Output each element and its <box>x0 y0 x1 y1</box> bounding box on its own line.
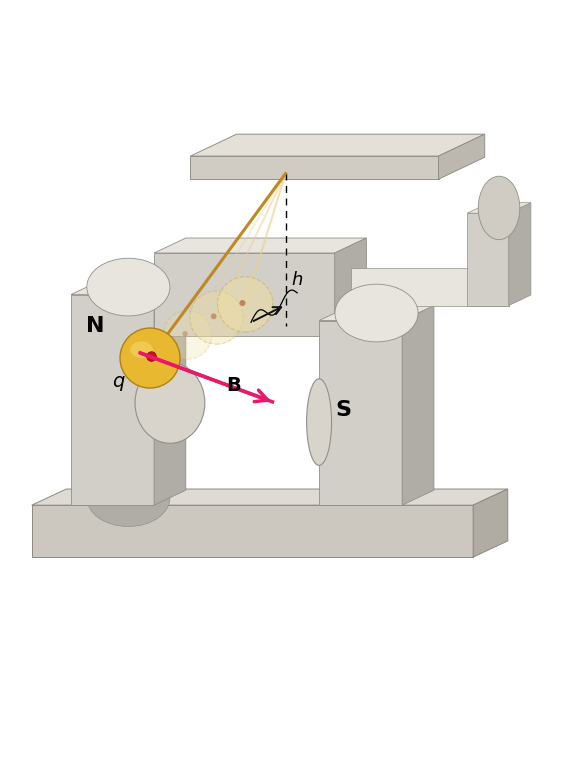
Polygon shape <box>439 134 485 179</box>
Text: h: h <box>291 271 303 289</box>
Polygon shape <box>402 306 434 505</box>
Polygon shape <box>319 306 434 320</box>
Ellipse shape <box>306 379 332 465</box>
Ellipse shape <box>147 352 156 361</box>
Polygon shape <box>190 134 485 156</box>
Text: q: q <box>112 372 125 391</box>
Polygon shape <box>467 214 509 306</box>
Text: N: N <box>86 316 104 336</box>
Polygon shape <box>467 203 531 214</box>
Ellipse shape <box>135 362 205 443</box>
Ellipse shape <box>130 342 153 358</box>
Polygon shape <box>154 238 366 253</box>
Ellipse shape <box>120 328 180 388</box>
Polygon shape <box>71 295 154 505</box>
Polygon shape <box>154 253 335 336</box>
Ellipse shape <box>190 291 243 344</box>
Ellipse shape <box>218 276 273 332</box>
Ellipse shape <box>87 258 170 316</box>
Ellipse shape <box>211 313 216 319</box>
Polygon shape <box>509 203 531 306</box>
Polygon shape <box>351 268 509 306</box>
Polygon shape <box>71 280 186 295</box>
Text: S: S <box>335 400 351 420</box>
Polygon shape <box>473 489 508 557</box>
Ellipse shape <box>335 284 418 342</box>
Text: B: B <box>226 376 241 396</box>
Ellipse shape <box>239 300 245 306</box>
Polygon shape <box>32 505 473 557</box>
Ellipse shape <box>182 331 188 336</box>
Polygon shape <box>32 489 508 505</box>
Ellipse shape <box>163 311 212 359</box>
Ellipse shape <box>87 468 170 527</box>
Polygon shape <box>190 156 439 179</box>
Polygon shape <box>319 320 402 505</box>
Polygon shape <box>154 280 186 505</box>
Ellipse shape <box>478 176 520 240</box>
Polygon shape <box>335 238 366 336</box>
